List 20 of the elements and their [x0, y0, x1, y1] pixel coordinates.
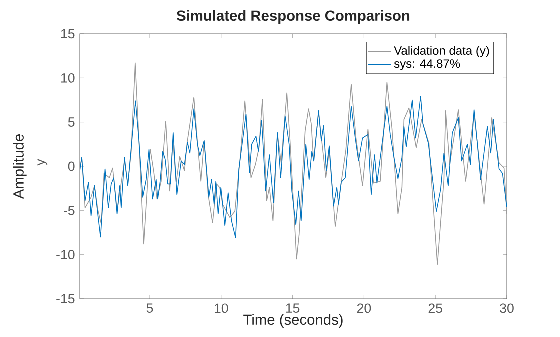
y-tick-label: 5	[68, 118, 75, 127]
legend-label: Validation data (y)	[394, 46, 490, 58]
y-tick-label: 0	[68, 162, 75, 172]
x-tick-label: 10	[214, 304, 228, 314]
x-axis-title: Time (seconds)	[244, 314, 343, 328]
x-tick-label: 15	[286, 304, 300, 314]
line-series	[80, 96, 508, 238]
y-tick-label: 10	[61, 73, 75, 83]
x-tick-label: 5	[146, 304, 154, 314]
chart-title: Simulated Response Comparison	[176, 10, 410, 24]
legend-label: sys: 44.87%	[394, 60, 460, 70]
x-tick-label: 25	[428, 304, 442, 314]
x-tick-label: 20	[357, 304, 372, 314]
y-axis-title: Amplitude	[13, 134, 27, 200]
text: y	[38, 159, 48, 166]
y-tick-label: -5	[64, 206, 75, 216]
y-tick-label: 15	[61, 29, 75, 39]
y-tick-label: -10	[56, 250, 75, 260]
x-tick-label: 30	[500, 304, 514, 314]
y-tick-label: -15	[56, 294, 75, 304]
